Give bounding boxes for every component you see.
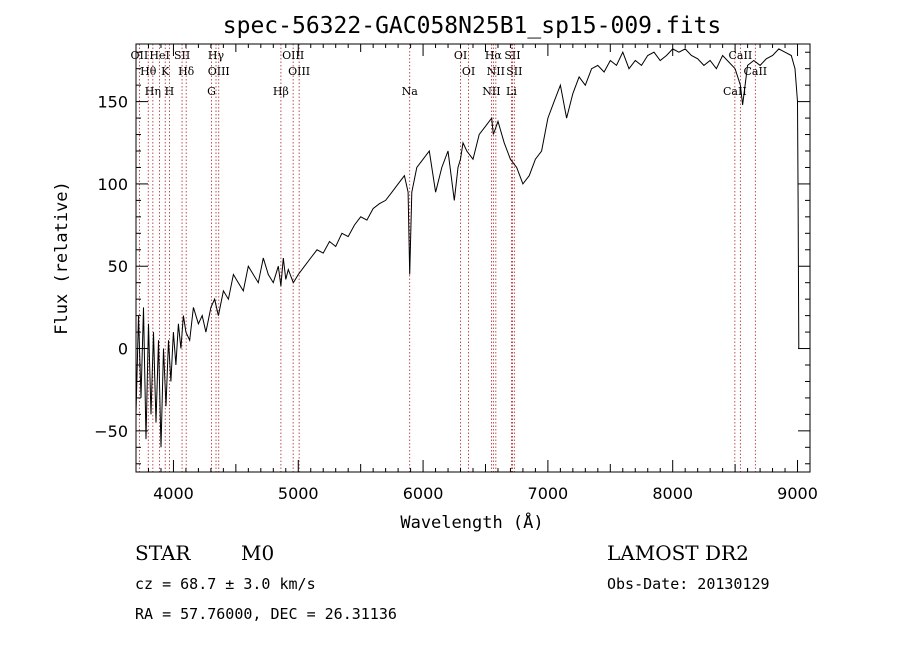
x-tick-label: 5000 xyxy=(278,484,319,503)
line-label: OI xyxy=(454,49,467,62)
y-tick-label: 50 xyxy=(108,257,128,276)
line-label: H xyxy=(165,85,175,98)
plot-frame xyxy=(135,43,811,473)
line-label: Hβ xyxy=(273,85,289,98)
spectral-line-markers xyxy=(138,44,756,472)
y-axis-label: Flux (relative) xyxy=(52,181,72,335)
line-label: OII xyxy=(131,49,149,62)
object-class: STAR xyxy=(135,541,191,565)
line-label: Hη xyxy=(145,85,161,98)
line-label: OIII xyxy=(208,65,230,78)
line-label: OIII xyxy=(282,49,304,62)
y-tick-label: 150 xyxy=(97,93,128,112)
line-label: SII xyxy=(174,49,190,62)
spectrum-trace xyxy=(135,48,800,448)
y-tick-label: −50 xyxy=(94,422,128,441)
y-tick-label: 100 xyxy=(97,175,128,194)
line-label: OI xyxy=(462,65,475,78)
line-label: Li xyxy=(506,85,517,98)
y-axis-ticks: −50 0 50 100 150 xyxy=(94,51,810,465)
x-tick-label: 8000 xyxy=(652,484,693,503)
y-tick-label: 0 xyxy=(118,340,128,359)
x-tick-label: 6000 xyxy=(403,484,444,503)
x-tick-label: 9000 xyxy=(777,484,818,503)
x-axis-ticks: 4000 5000 6000 7000 8000 9000 xyxy=(135,44,818,503)
line-label: OIII xyxy=(288,65,310,78)
line-label: CaII xyxy=(743,65,767,78)
line-label: G xyxy=(207,85,216,98)
observation-date: Obs-Date: 20130129 xyxy=(607,575,770,593)
line-label: Na xyxy=(402,85,419,98)
line-label: Hδ xyxy=(178,65,195,78)
line-label: Hα xyxy=(485,49,503,62)
line-label: CaII xyxy=(729,49,753,62)
redshift-velocity: cz = 68.7 ± 3.0 km/s xyxy=(135,575,316,593)
object-subclass: M0 xyxy=(241,541,274,565)
spectral-line-labels: OII Hθ Hη HeI KH SII Hδ G Hγ OIII Hβ OIII OIII Na OI OI… xyxy=(131,49,768,98)
line-label: HeI xyxy=(149,49,169,62)
survey-name: LAMOST DR2 xyxy=(607,541,749,565)
line-label: SII xyxy=(504,49,520,62)
line-label: Hγ xyxy=(208,49,225,62)
line-label: NII xyxy=(487,65,505,78)
line-label: K xyxy=(161,65,170,78)
sky-coordinates: RA = 57.76000, DEC = 26.31136 xyxy=(135,605,397,623)
x-tick-label: 4000 xyxy=(153,484,194,503)
line-label: Hθ xyxy=(140,65,157,78)
chart-title: spec-56322-GAC058N25B1_sp15-009.fits xyxy=(223,13,722,39)
x-tick-label: 7000 xyxy=(528,484,569,503)
line-label: CaII xyxy=(723,85,747,98)
line-label: SII xyxy=(506,65,522,78)
line-label: NII xyxy=(482,85,500,98)
x-axis-label: Wavelength (Å) xyxy=(400,511,543,533)
